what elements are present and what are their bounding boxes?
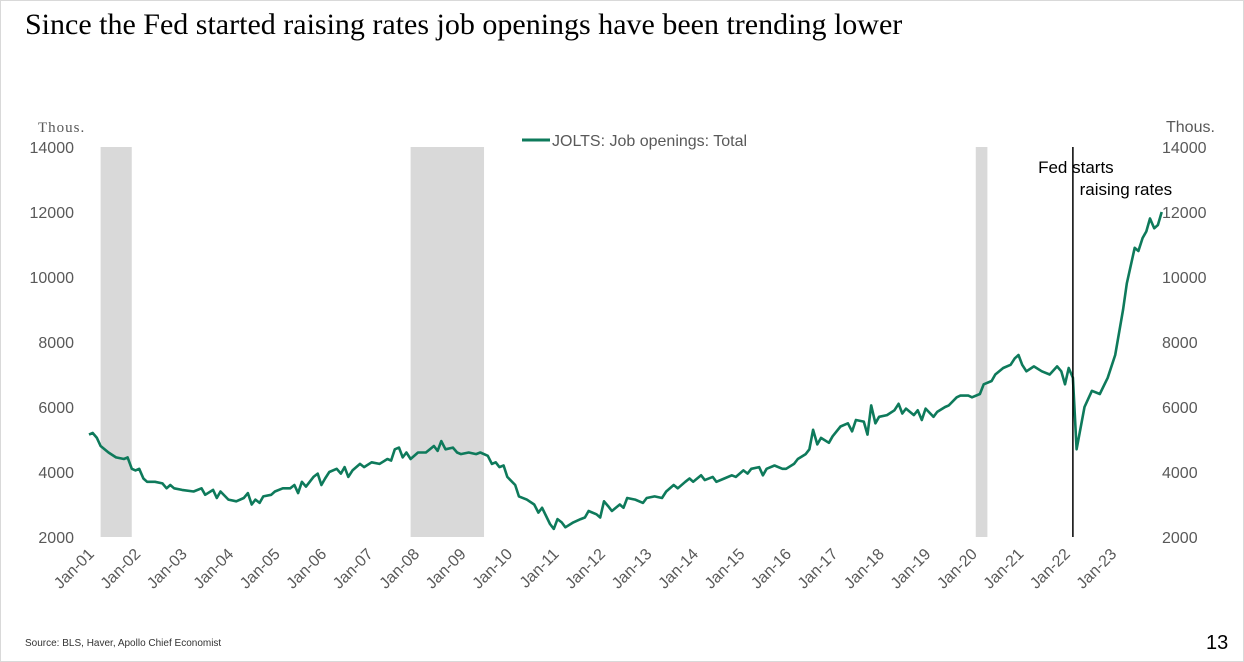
x-tick-label: Jan-06 — [284, 546, 331, 593]
recession-band-1 — [100, 147, 132, 537]
x-tick-label: Jan-17 — [795, 546, 842, 593]
x-tick-label: Jan-19 — [888, 546, 935, 593]
left-tick-label: 12000 — [30, 205, 75, 222]
x-axis: Jan-01 Jan-02 Jan-03 Jan-04 Jan-05 Jan-06 Jan-… — [51, 546, 1120, 593]
x-tick-label: Jan-07 — [330, 546, 377, 593]
right-y-axis: 2000 4000 6000 8000 10000 12000 14000 — [1162, 140, 1207, 547]
series-layer — [88, 211, 1163, 531]
recession-bands — [100, 147, 988, 537]
x-tick-label: Jan-14 — [655, 546, 702, 593]
left-tick-label: 6000 — [38, 400, 74, 417]
x-tick-label: Jan-05 — [237, 546, 284, 593]
x-tick-label: Jan-11 — [517, 546, 563, 592]
fed-annotation: Fed starts raising rates — [1038, 147, 1172, 537]
x-tick-label: Jan-01 — [51, 546, 98, 593]
x-tick-label: Jan-13 — [609, 546, 656, 593]
x-tick-label: Jan-21 — [981, 546, 1028, 593]
recession-band-3 — [975, 147, 988, 537]
x-tick-label: Jan-18 — [841, 546, 888, 593]
x-tick-label: Jan-09 — [423, 546, 470, 593]
page-number: 13 — [1206, 632, 1229, 654]
x-tick-label: Jan-12 — [562, 546, 609, 593]
x-tick-label: Jan-04 — [191, 546, 238, 593]
page-title: Since the Fed started raising rates job … — [25, 8, 903, 41]
legend-label: JOLTS: Job openings: Total — [552, 133, 747, 150]
x-tick-label: Jan-02 — [98, 546, 145, 593]
left-tick-label: 8000 — [38, 335, 74, 352]
left-tick-label: 10000 — [30, 270, 75, 287]
recession-band-2 — [410, 147, 485, 537]
annotation-line1: Fed starts — [1038, 158, 1114, 177]
right-tick-label: 6000 — [1162, 400, 1198, 417]
x-tick-label: Jan-16 — [748, 546, 795, 593]
x-tick-label: Jan-23 — [1074, 546, 1121, 593]
left-unit-label: Thous. — [38, 120, 85, 136]
right-tick-label: 10000 — [1162, 270, 1207, 287]
x-tick-label: Jan-22 — [1027, 546, 1074, 593]
left-tick-label: 14000 — [30, 140, 75, 157]
series-line-1 — [88, 211, 1163, 531]
x-tick-label: Jan-15 — [702, 546, 749, 593]
left-tick-label: 2000 — [38, 530, 74, 547]
annotation-line2: raising rates — [1080, 180, 1173, 199]
right-tick-label: 14000 — [1162, 140, 1207, 157]
x-tick-label: Jan-08 — [377, 546, 424, 593]
right-tick-label: 4000 — [1162, 465, 1198, 482]
source-note: Source: BLS, Haver, Apollo Chief Economi… — [25, 638, 222, 649]
x-tick-label: Jan-10 — [469, 546, 516, 593]
right-unit-label: Thous. — [1166, 119, 1215, 136]
left-tick-label: 4000 — [38, 465, 74, 482]
legend: JOLTS: Job openings: Total — [522, 133, 747, 150]
right-tick-label: 2000 — [1162, 530, 1198, 547]
right-tick-label: 12000 — [1162, 205, 1207, 222]
right-tick-label: 8000 — [1162, 335, 1198, 352]
x-tick-label: Jan-20 — [934, 546, 981, 593]
x-tick-label: Jan-03 — [144, 546, 191, 593]
left-y-axis: 2000 4000 6000 8000 10000 12000 14000 — [30, 140, 75, 547]
